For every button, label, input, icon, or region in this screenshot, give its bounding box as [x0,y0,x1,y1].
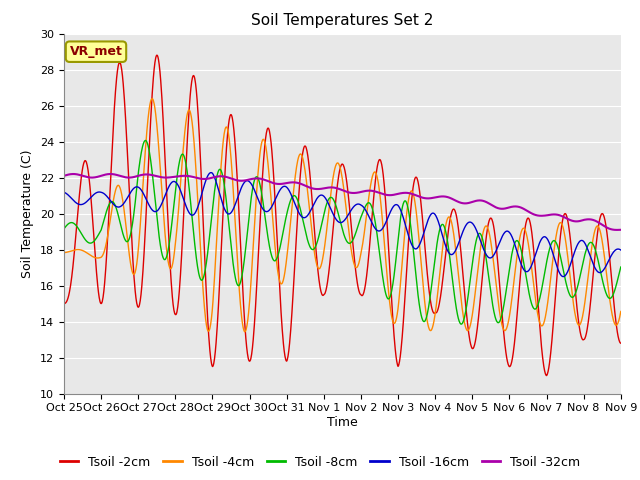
Tsoil -8cm [141,138,149,144]
Tsoil -2cm [246,357,254,363]
Tsoil -2cm [153,52,161,58]
Tsoil -2cm [171,311,179,316]
Title: Soil Temperatures Set 2: Soil Temperatures Set 2 [252,13,433,28]
X-axis label: Time: Time [327,416,358,429]
Tsoil -32cm [617,227,625,233]
Tsoil -16cm [207,170,215,176]
Tsoil -4cm [502,326,510,332]
Tsoil -16cm [184,207,191,213]
Tsoil -16cm [551,258,559,264]
Tsoil -32cm [551,212,559,217]
Legend: Tsoil -2cm, Tsoil -4cm, Tsoil -8cm, Tsoil -16cm, Tsoil -32cm: Tsoil -2cm, Tsoil -4cm, Tsoil -8cm, Tsoi… [54,451,586,474]
Tsoil -2cm [184,121,192,127]
Tsoil -8cm [458,321,465,327]
Tsoil -8cm [502,287,510,293]
Tsoil -16cm [617,247,625,253]
Text: VR_met: VR_met [70,45,122,58]
Tsoil -16cm [559,274,567,279]
Tsoil -8cm [429,270,437,276]
Tsoil -8cm [617,264,625,270]
Tsoil -2cm [552,293,559,299]
Tsoil -16cm [246,180,254,186]
Y-axis label: Soil Temperature (C): Soil Temperature (C) [22,149,35,278]
Tsoil -2cm [429,309,437,315]
Tsoil -32cm [613,227,621,233]
Tsoil -16cm [60,190,68,195]
Tsoil -4cm [60,250,68,255]
Tsoil -4cm [148,96,156,101]
Tsoil -4cm [247,281,255,287]
Tsoil -2cm [60,300,68,306]
Tsoil -8cm [60,226,68,232]
Tsoil -8cm [552,239,559,244]
Tsoil -8cm [171,194,179,200]
Tsoil -16cm [502,228,509,234]
Tsoil -8cm [184,177,192,183]
Tsoil -4cm [184,108,192,114]
Line: Tsoil -2cm: Tsoil -2cm [64,55,621,375]
Line: Tsoil -8cm: Tsoil -8cm [64,141,621,324]
Tsoil -32cm [429,195,437,201]
Tsoil -32cm [60,173,68,179]
Tsoil -16cm [429,210,437,216]
Tsoil -4cm [617,309,625,314]
Tsoil -32cm [171,174,179,180]
Tsoil -32cm [70,171,77,177]
Tsoil -32cm [184,173,192,179]
Tsoil -4cm [171,247,179,253]
Tsoil -2cm [543,372,550,378]
Tsoil -4cm [241,329,248,335]
Tsoil -32cm [502,205,509,211]
Tsoil -2cm [617,340,625,346]
Tsoil -4cm [429,321,437,326]
Line: Tsoil -4cm: Tsoil -4cm [64,98,621,332]
Tsoil -4cm [552,238,559,243]
Tsoil -16cm [170,179,178,184]
Line: Tsoil -16cm: Tsoil -16cm [64,173,621,276]
Tsoil -8cm [246,201,254,206]
Tsoil -32cm [246,176,254,182]
Line: Tsoil -32cm: Tsoil -32cm [64,174,621,230]
Tsoil -2cm [502,349,509,355]
